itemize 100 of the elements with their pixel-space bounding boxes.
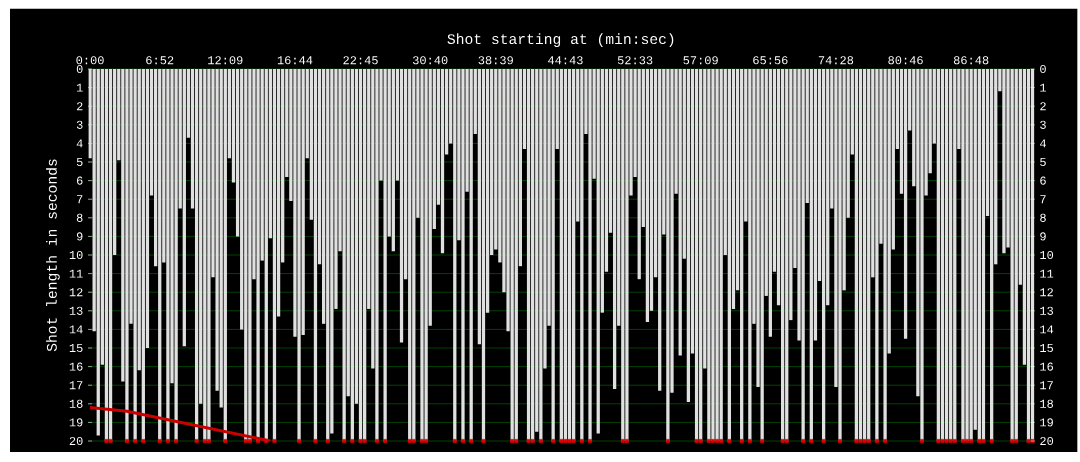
bar xyxy=(440,69,445,254)
bar xyxy=(903,69,908,339)
x-tick-label: 65:56 xyxy=(753,56,788,65)
bar xyxy=(203,69,207,442)
bar xyxy=(678,69,682,356)
y2-tick-label: 3 xyxy=(1040,120,1046,129)
bar xyxy=(141,69,145,442)
x-tick-label: 12:09 xyxy=(208,56,243,65)
bar xyxy=(711,69,715,442)
bar xyxy=(727,69,732,442)
y2-tick-label: 0 xyxy=(1040,64,1046,74)
bar xyxy=(297,69,301,442)
bar xyxy=(1010,69,1014,442)
y-tick-label: 19 xyxy=(69,418,83,427)
x-tick-label: 74:28 xyxy=(818,56,854,65)
y-tick-label: 15 xyxy=(69,344,83,353)
y-tick-label: 11 xyxy=(69,269,83,278)
bar xyxy=(949,69,953,442)
bar xyxy=(244,69,248,442)
bar xyxy=(809,69,813,442)
bar xyxy=(313,69,318,442)
bar xyxy=(567,69,572,442)
bar xyxy=(1002,69,1006,254)
bar xyxy=(940,69,945,442)
y2-tick-label: 13 xyxy=(1040,306,1054,315)
y-tick-label: 4 xyxy=(76,139,83,148)
y-tick-label: 5 xyxy=(76,158,83,167)
y2-tick-label: 6 xyxy=(1040,176,1046,185)
bar xyxy=(920,69,924,442)
bar xyxy=(108,69,113,442)
y-tick-label: 3 xyxy=(76,120,83,129)
bar xyxy=(961,69,965,442)
bar xyxy=(383,69,387,442)
bar xyxy=(694,69,699,442)
x-tick-label: 6:52 xyxy=(146,56,174,65)
bar xyxy=(272,69,277,442)
bar xyxy=(801,69,805,442)
bar xyxy=(944,69,949,442)
bar xyxy=(719,69,723,442)
bar xyxy=(740,69,744,442)
bar xyxy=(785,69,789,442)
bar xyxy=(1026,69,1031,442)
bar xyxy=(572,69,576,442)
x-axis-title: Shot starting at (min:sec) xyxy=(447,33,674,47)
bar xyxy=(207,69,211,442)
bar xyxy=(526,69,531,442)
bar xyxy=(768,69,772,337)
bar xyxy=(350,69,354,442)
y-axis-title: Shot length in seconds xyxy=(46,159,60,352)
y-tick-label: 20 xyxy=(69,436,83,446)
bar xyxy=(362,69,367,442)
bar xyxy=(760,69,764,442)
y2-tick-label: 8 xyxy=(1040,213,1046,222)
bar xyxy=(862,69,867,442)
bar xyxy=(875,69,879,442)
bar xyxy=(539,69,543,442)
bar xyxy=(424,69,428,442)
y-tick-label: 0 xyxy=(76,64,83,74)
y2-tick-label: 15 xyxy=(1040,344,1054,353)
bar xyxy=(531,69,535,442)
x-tick-label: 22:45 xyxy=(343,56,378,65)
y2-tick-label: 14 xyxy=(1040,325,1054,334)
bar xyxy=(965,69,969,442)
x-tick-label: 57:09 xyxy=(683,56,718,65)
x-tick-label: 0:00 xyxy=(76,56,104,65)
bar xyxy=(838,69,842,442)
bar xyxy=(133,69,137,442)
bar xyxy=(248,69,252,442)
bar xyxy=(420,69,424,442)
bar xyxy=(125,69,129,442)
y2-tick-label: 5 xyxy=(1040,158,1046,167)
bar xyxy=(686,69,691,402)
bar xyxy=(551,69,555,442)
bar xyxy=(699,69,703,442)
bar xyxy=(781,69,785,442)
bar xyxy=(194,69,199,442)
y2-tick-label: 11 xyxy=(1040,269,1054,278)
bar xyxy=(326,69,330,442)
x-tick-label: 44:43 xyxy=(548,56,583,65)
bar xyxy=(854,69,859,442)
y-tick-label: 7 xyxy=(77,195,83,204)
bar xyxy=(453,69,457,442)
bar xyxy=(625,69,629,442)
bar xyxy=(174,69,178,442)
bar xyxy=(658,69,662,391)
bar xyxy=(883,69,887,442)
bar xyxy=(666,69,670,442)
y-tick-label: 8 xyxy=(76,213,83,222)
y2-tick-label: 20 xyxy=(1040,436,1054,446)
bar xyxy=(104,69,109,442)
bar xyxy=(969,69,973,442)
bar xyxy=(358,69,363,442)
y2-tick-label: 19 xyxy=(1040,418,1053,427)
x-tick-label: 16:44 xyxy=(277,56,313,65)
x-tick-label: 52:33 xyxy=(617,56,653,65)
bar xyxy=(469,69,473,442)
y-tick-label: 17 xyxy=(69,381,83,390)
bar xyxy=(977,69,981,442)
x-tick-label: 86:48 xyxy=(953,56,989,65)
bar xyxy=(715,69,719,442)
